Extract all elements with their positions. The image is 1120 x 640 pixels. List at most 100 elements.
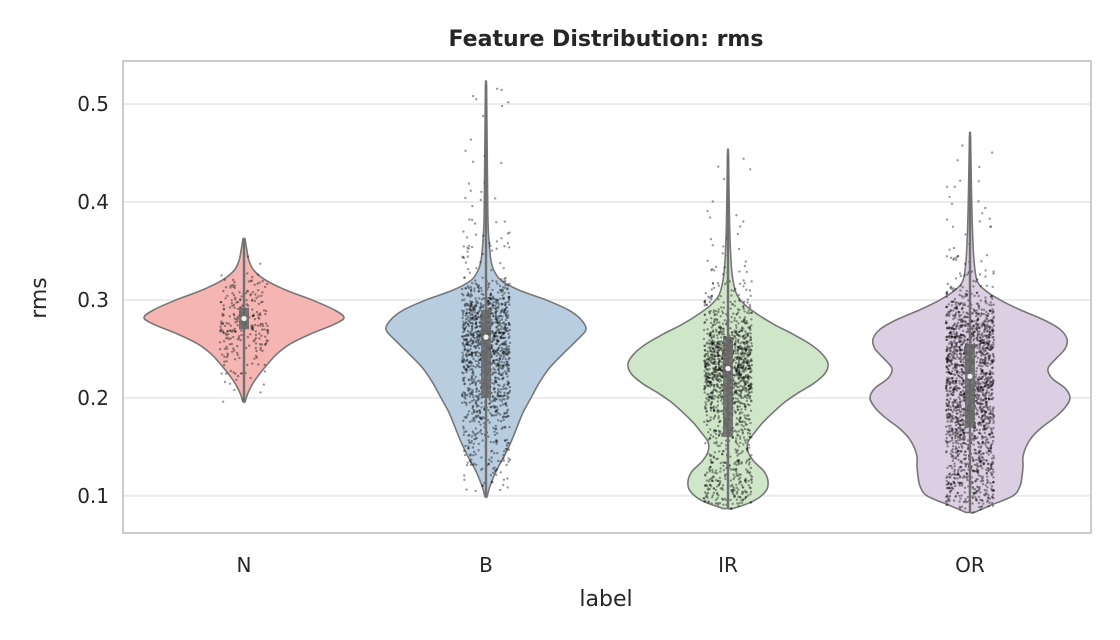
data-point [233,349,236,352]
data-point [948,381,952,384]
data-point [741,429,744,432]
data-point [477,395,480,398]
data-point [717,494,720,497]
data-point [946,503,949,506]
data-point [469,360,472,363]
data-point [712,354,716,358]
data-point [956,471,960,474]
data-point [488,241,491,245]
data-point [705,409,708,413]
data-point [989,416,992,419]
data-point [712,350,716,353]
data-point [740,396,743,400]
data-point [965,294,968,297]
data-point [253,283,256,286]
data-point [950,483,953,486]
data-point [716,384,719,388]
data-point [978,345,981,348]
data-point [496,362,500,365]
data-point [742,319,746,323]
data-point [979,372,983,376]
data-point [495,342,499,346]
data-point [508,391,511,394]
data-point [957,446,961,449]
data-point [474,321,478,324]
data-point [990,457,994,460]
data-point [737,382,740,385]
data-point [716,409,719,413]
data-point [989,436,992,439]
data-point [745,417,748,421]
data-point [709,428,712,431]
data-point [506,380,509,383]
data-point [981,370,984,373]
data-point [984,364,987,367]
data-point [494,332,498,335]
data-point [470,318,474,321]
data-point [491,303,495,306]
data-point [250,279,253,282]
data-point [977,450,980,453]
data-point [949,433,952,436]
data-point [489,244,492,247]
data-point [955,366,958,369]
data-point [711,468,714,472]
data-point [950,436,954,439]
data-point [736,352,740,355]
data-point [462,372,465,375]
data-point [720,433,723,436]
data-point [745,399,749,403]
data-point [955,307,958,310]
data-point [496,298,500,302]
data-point [711,396,714,399]
data-point [234,321,237,324]
data-point [961,286,964,289]
data-point [990,463,993,467]
data-point [480,303,483,306]
data-point [716,342,719,345]
data-point [972,339,975,342]
data-point [746,403,750,406]
data-point [742,396,745,399]
data-point [950,326,954,330]
data-point [257,363,260,366]
data-point [746,494,750,497]
data-point [953,185,956,188]
data-point [973,491,976,494]
data-point [474,315,477,319]
data-point [945,291,948,294]
data-point [259,322,262,326]
data-point [735,329,738,332]
data-point [740,320,743,323]
data-point [470,332,473,335]
data-point [234,330,237,333]
data-point [945,357,949,360]
data-point [480,298,483,301]
data-point [982,347,985,351]
data-point [503,331,506,334]
data-point [951,379,954,382]
data-point [481,484,484,487]
data-point [712,383,716,387]
data-point [971,496,975,500]
data-point [503,341,506,344]
data-point [463,328,466,331]
data-point [992,421,995,425]
data-point [480,432,484,436]
data-point [246,363,249,367]
data-point [249,293,253,296]
data-point [747,418,750,421]
data-point [491,279,494,282]
data-point [469,361,472,365]
data-point [991,366,994,370]
data-point [494,315,498,318]
data-point [495,439,499,442]
data-point [736,385,739,389]
data-point [714,471,717,475]
data-point [702,337,706,341]
data-point [737,363,740,367]
data-point [470,377,474,380]
data-point [471,333,475,336]
data-point [981,358,984,362]
data-point [984,328,987,331]
